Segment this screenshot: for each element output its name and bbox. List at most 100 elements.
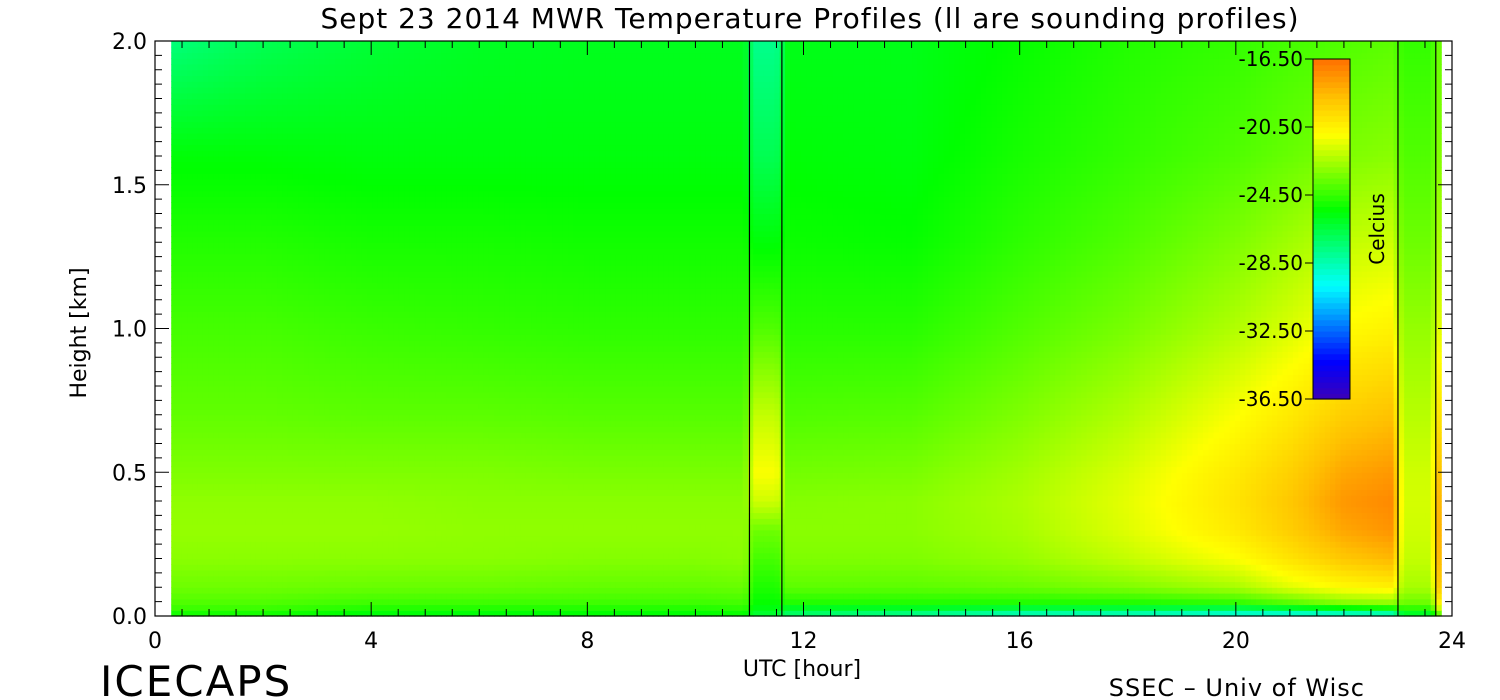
- heatmap-cell: [298, 196, 304, 202]
- heatmap-cell: [399, 323, 405, 329]
- heatmap-cell: [330, 323, 336, 329]
- heatmap-cell: [415, 231, 421, 237]
- heatmap-cell: [341, 369, 347, 375]
- heatmap-cell: [192, 76, 198, 82]
- heatmap-cell: [251, 438, 257, 444]
- heatmap-cell: [383, 478, 389, 484]
- heatmap-cell: [304, 242, 310, 248]
- heatmap-cell: [372, 300, 378, 306]
- heatmap-cell: [330, 346, 336, 352]
- heatmap-cell: [314, 150, 320, 156]
- heatmap-cell: [229, 122, 235, 128]
- heatmap-cell: [235, 380, 241, 386]
- heatmap-cell: [383, 208, 389, 214]
- heatmap-cell: [171, 81, 177, 87]
- heatmap-cell: [378, 76, 384, 82]
- heatmap-cell: [378, 104, 384, 110]
- heatmap-cell: [393, 484, 399, 490]
- heatmap-cell: [341, 271, 347, 277]
- heatmap-cell: [229, 363, 235, 369]
- heatmap-cell: [198, 254, 204, 260]
- heatmap-cell: [219, 495, 225, 501]
- heatmap-cell: [304, 87, 310, 93]
- heatmap-cell: [383, 346, 389, 352]
- heatmap-cell: [325, 202, 331, 208]
- heatmap-cell: [245, 495, 251, 501]
- heatmap-cell: [431, 265, 437, 271]
- heatmap-cell: [245, 254, 251, 260]
- heatmap-cell: [177, 392, 183, 398]
- heatmap-cell: [266, 495, 272, 501]
- heatmap-cell: [235, 415, 241, 421]
- heatmap-cell: [229, 288, 235, 294]
- heatmap-cell: [362, 311, 368, 317]
- heatmap-cell: [404, 518, 410, 524]
- heatmap-cell: [356, 380, 362, 386]
- heatmap-cell: [298, 116, 304, 122]
- heatmap-cell: [393, 254, 399, 260]
- heatmap-cell: [171, 202, 177, 208]
- heatmap-cell: [330, 133, 336, 139]
- heatmap-cell: [404, 363, 410, 369]
- heatmap-cell: [319, 386, 325, 392]
- heatmap-cell: [325, 461, 331, 467]
- heatmap-cell: [282, 369, 288, 375]
- heatmap-cell: [325, 398, 331, 404]
- heatmap-cell: [431, 530, 437, 536]
- heatmap-cell: [266, 449, 272, 455]
- heatmap-cell: [330, 582, 336, 588]
- heatmap-cell: [219, 518, 225, 524]
- heatmap-cell: [330, 559, 336, 565]
- heatmap-cell: [245, 438, 251, 444]
- heatmap-cell: [319, 576, 325, 582]
- heatmap-cell: [245, 461, 251, 467]
- heatmap-cell: [282, 421, 288, 427]
- heatmap-cell: [351, 145, 357, 151]
- heatmap-cell: [192, 145, 198, 151]
- heatmap-cell: [203, 432, 209, 438]
- heatmap-cell: [314, 168, 320, 174]
- heatmap-cell: [409, 605, 415, 611]
- heatmap-cell: [198, 369, 204, 375]
- heatmap-cell: [208, 530, 214, 536]
- heatmap-cell: [203, 225, 209, 231]
- heatmap-cell: [367, 311, 373, 317]
- heatmap-cell: [187, 311, 193, 317]
- heatmap-cell: [251, 116, 257, 122]
- heatmap-cell: [383, 426, 389, 432]
- heatmap-cell: [319, 254, 325, 260]
- heatmap-cell: [399, 317, 405, 323]
- heatmap-cell: [383, 76, 389, 82]
- heatmap-cell: [330, 513, 336, 519]
- heatmap-cell: [330, 375, 336, 381]
- heatmap-cell: [351, 478, 357, 484]
- heatmap-cell: [251, 455, 257, 461]
- heatmap-cell: [314, 156, 320, 162]
- heatmap-cell: [266, 467, 272, 473]
- heatmap-cell: [372, 116, 378, 122]
- heatmap-cell: [415, 438, 421, 444]
- heatmap-cell: [399, 53, 405, 59]
- heatmap-cell: [277, 352, 283, 358]
- heatmap-cell: [431, 173, 437, 179]
- heatmap-cell: [171, 403, 177, 409]
- heatmap-cell: [177, 357, 183, 363]
- heatmap-cell: [388, 467, 394, 473]
- heatmap-cell: [208, 185, 214, 191]
- heatmap-cell: [288, 386, 294, 392]
- heatmap-cell: [356, 93, 362, 99]
- heatmap-cell: [282, 306, 288, 312]
- heatmap-cell: [198, 196, 204, 202]
- heatmap-cell: [415, 513, 421, 519]
- heatmap-cell: [182, 116, 188, 122]
- heatmap-cell: [261, 237, 267, 243]
- heatmap-cell: [362, 76, 368, 82]
- heatmap-cell: [277, 490, 283, 496]
- heatmap-cell: [351, 271, 357, 277]
- heatmap-cell: [404, 231, 410, 237]
- heatmap-cell: [335, 501, 341, 507]
- heatmap-cell: [203, 162, 209, 168]
- heatmap-cell: [251, 386, 257, 392]
- heatmap-cell: [214, 501, 220, 507]
- heatmap-cell: [367, 150, 373, 156]
